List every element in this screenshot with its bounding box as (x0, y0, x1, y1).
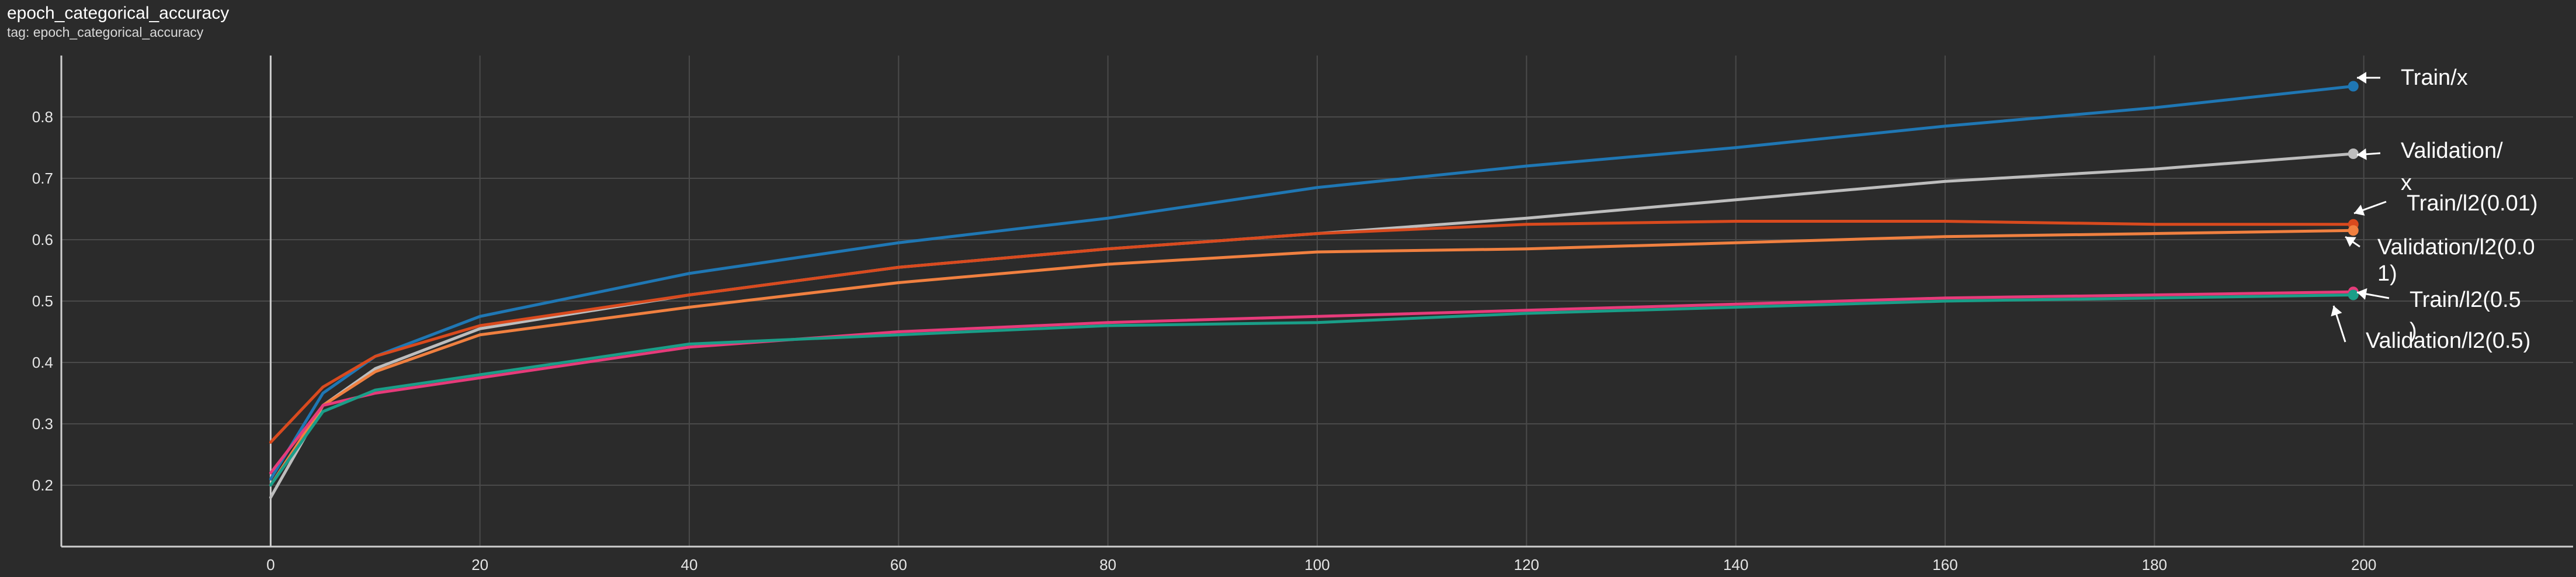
annotation-arrowhead (2331, 306, 2342, 317)
axes (60, 56, 2573, 548)
tick-labels: 0 20 40 60 80 100 120 140 160 180 200 0.2 0.3 0.4 0.5 0… (32, 108, 2377, 573)
annotation-arrowhead (2357, 148, 2367, 160)
annotation-arrowhead (2357, 288, 2367, 300)
grid-lines (61, 56, 2573, 547)
chart-title: epoch_categorical_accuracy (7, 4, 230, 23)
series-endpoint (2348, 225, 2359, 236)
annotation-label: Train/x (2401, 65, 2468, 90)
annotation-arrowhead (2354, 205, 2365, 216)
series-line (269, 293, 2355, 487)
annotation-label: Validation/l2(0.0 (2377, 235, 2535, 260)
annotation-arrowhead (2345, 237, 2356, 247)
x-tick-label: 180 (2142, 556, 2167, 573)
series-endpoint (2348, 289, 2359, 300)
annotation-arrowhead (2357, 72, 2366, 84)
annotation-label: Validation/ (2401, 139, 2503, 163)
x-tick-label: 60 (890, 556, 907, 573)
x-tick-label: 0 (266, 556, 275, 573)
series-line (269, 85, 2355, 481)
series-line (269, 229, 2355, 487)
series-lines (269, 85, 2355, 499)
annotation-label: Train/l2(0.01) (2407, 191, 2538, 216)
annotation-label: ) (2410, 319, 2417, 343)
y-tick-label: 0.5 (32, 292, 53, 310)
annotation-label: x (2401, 171, 2412, 195)
series-line (269, 290, 2355, 475)
y-tick-label: 0.7 (32, 170, 53, 187)
x-tick-label: 200 (2351, 556, 2376, 573)
series-endpoint (2348, 148, 2359, 159)
y-tick-label: 0.6 (32, 231, 53, 248)
x-tick-label: 80 (1099, 556, 1116, 573)
series-line (269, 220, 2355, 444)
y-tick-label: 0.3 (32, 415, 53, 433)
annotation-label: Train/l2(0.5 (2410, 288, 2521, 312)
series-line (269, 152, 2355, 499)
y-tick-label: 0.2 (32, 476, 53, 494)
series-endpoints (2348, 81, 2359, 300)
x-tick-label: 20 (471, 556, 488, 573)
x-tick-label: 160 (1932, 556, 1957, 573)
x-tick-label: 140 (1723, 556, 1748, 573)
chart-subtitle: tag: epoch_categorical_accuracy (7, 25, 204, 40)
x-tick-label: 40 (681, 556, 698, 573)
annotation-label: Validation/l2(0.5) (2366, 329, 2530, 353)
y-tick-label: 0.8 (32, 108, 53, 126)
x-tick-label: 100 (1304, 556, 1329, 573)
x-tick-label: 120 (1514, 556, 1539, 573)
annotation-label: 1) (2377, 261, 2397, 286)
y-tick-label: 0.4 (32, 354, 53, 371)
series-endpoint (2348, 81, 2359, 92)
